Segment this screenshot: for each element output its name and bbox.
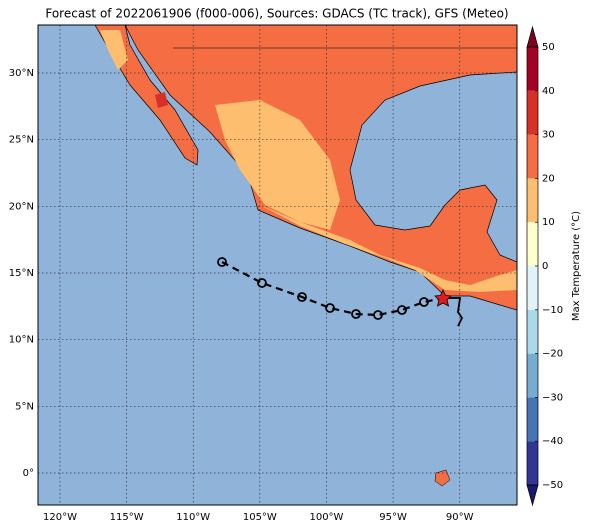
colorbar-tick-label: 30 (542, 130, 555, 141)
colorbar-tick-label: 10 (542, 217, 555, 228)
colorbar-tick-label: 20 (542, 173, 555, 184)
track (217, 257, 464, 327)
colorbar-bin (527, 266, 538, 310)
lat-tick-label: 25°N (9, 135, 34, 146)
storm-symbol (297, 292, 307, 302)
lon-tick-label: 105°W (243, 512, 277, 523)
colorbar-bin (527, 309, 538, 354)
colorbar-tick-label: −10 (542, 305, 563, 316)
lat-tick-label: 15°N (9, 268, 34, 279)
lat-tick-label: 30°N (9, 68, 34, 79)
land (155, 92, 168, 108)
colorbar-over (526, 25, 539, 48)
island (434, 469, 451, 487)
colorbar-tick-label: −50 (542, 480, 563, 491)
colorbar-bin (527, 134, 538, 179)
storm-symbol (419, 297, 429, 307)
colorbar-bin (527, 397, 538, 442)
colorbar-tick-label: 0 (542, 261, 548, 272)
land (100, 30, 128, 70)
storm-symbol (257, 278, 267, 288)
colorbar-under (526, 484, 539, 507)
lat-tick-label: 10°N (9, 335, 34, 346)
track-observed (443, 297, 464, 327)
colorbar-bin (527, 353, 538, 398)
colorbar-tick-label: −20 (542, 349, 563, 360)
map (38, 24, 518, 505)
lon-tick-label: 100°W (309, 512, 343, 523)
colorbar-bin (527, 441, 538, 485)
land (260, 205, 517, 292)
colorbar-bin (527, 222, 538, 266)
storm-symbol (373, 310, 383, 320)
colorbar-bin (527, 47, 538, 91)
colorbar-bin (527, 90, 538, 135)
lon-tick-label: 95°W (379, 512, 407, 523)
storm-symbol (397, 305, 407, 315)
lat-tick-label: 20°N (9, 201, 34, 212)
track-line (221, 261, 444, 317)
lon-tick-label: 90°W (446, 512, 474, 523)
land (215, 100, 340, 230)
colorbar (526, 25, 539, 507)
colorbar-tick-label: 40 (542, 86, 555, 97)
storm-symbol (351, 309, 361, 319)
current-position (434, 289, 452, 307)
lat-tick-label: 0° (23, 468, 34, 479)
grid (38, 25, 517, 505)
lat-tick-label: 5°N (15, 401, 34, 412)
colorbar-tick-label: −30 (542, 392, 563, 403)
lon-tick-label: 110°W (176, 512, 210, 523)
lon-tick-label: 120°W (43, 512, 77, 523)
colorbar-tick-label: −40 (542, 436, 563, 447)
colorbar-bin (527, 178, 538, 223)
colorbar-label: Max Temperature (°C) (571, 211, 582, 321)
storm-symbol (217, 257, 227, 267)
storm-symbol (325, 303, 335, 313)
map-frame (37, 24, 518, 506)
lon-tick-label: 115°W (110, 512, 144, 523)
colorbar-tick-label: 50 (542, 42, 555, 53)
title: Forecast of 2022061906 (f000-006), Sourc… (45, 7, 508, 21)
